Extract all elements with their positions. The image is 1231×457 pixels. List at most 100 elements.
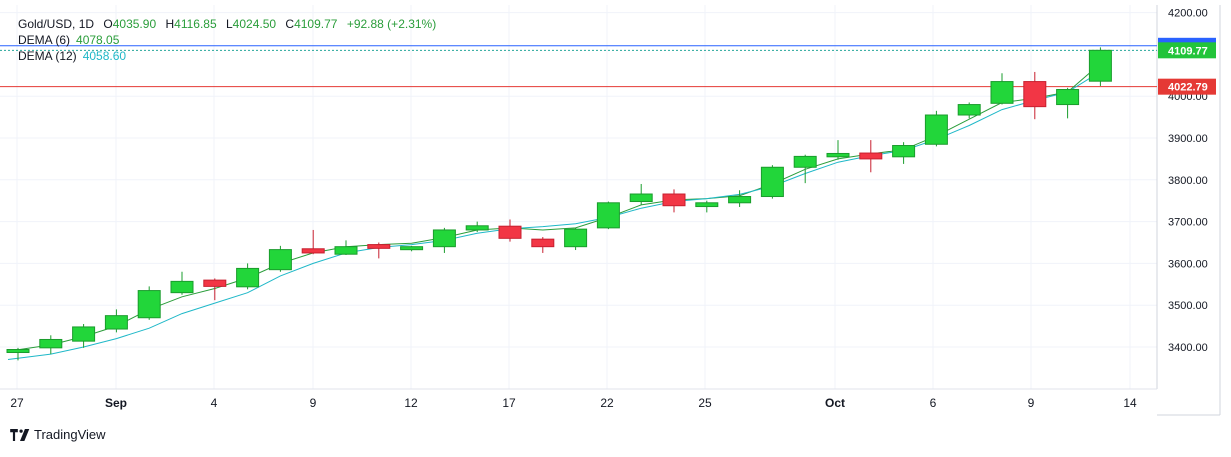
low-label: L [225,17,233,31]
candle-down[interactable] [203,278,227,301]
candle-up[interactable] [400,245,424,252]
candle-up[interactable] [432,227,456,253]
x-tick-label: 14 [1123,396,1137,410]
candle-body [564,228,588,248]
candles[interactable] [6,47,1112,361]
x-tick-label: 6 [930,396,937,410]
candle-up[interactable] [39,335,63,355]
dema6-row[interactable]: DEMA (6) 4078.05 [18,33,436,49]
candle-down[interactable] [859,140,883,173]
dema12-value: 4058.60 [82,49,127,63]
tradingview-logo-icon [10,428,30,441]
y-tick-label: 3400.00 [1168,342,1208,354]
open-value: 4035.90 [112,17,157,31]
candle-body [990,81,1014,104]
dema12-line [7,71,1101,360]
price-axis[interactable]: 4200.004000.003900.003800.003700.003600.… [1168,8,1208,354]
candle-down[interactable] [531,237,555,253]
candle-body [596,202,620,229]
support-price-label-box [1158,78,1216,95]
candle-up[interactable] [596,201,620,230]
candle-up[interactable] [137,286,161,320]
x-tick-label: Sep [105,396,127,410]
candle-body [793,155,817,168]
candle-up[interactable] [1088,47,1112,86]
candle-up[interactable] [760,165,784,199]
candle-body [104,315,128,330]
candle-down[interactable] [367,242,391,259]
candle-body [268,249,292,271]
x-tick-label: 12 [404,396,418,410]
candle-body [137,290,161,319]
close-value: 4109.77 [294,17,338,31]
candle-body [695,202,719,208]
candle-body [6,349,30,354]
candle-up[interactable] [924,110,948,147]
candle-body [498,225,522,239]
x-tick-label: 4 [211,396,218,410]
candle-body [957,104,981,116]
candle-body [826,152,850,158]
candle-body [531,238,555,248]
horizontal-lines[interactable] [0,45,1157,88]
candle-body [432,229,456,248]
grid [0,5,1157,389]
candle-body [728,196,752,204]
candle-up[interactable] [564,227,588,251]
brand-name: TradingView [34,427,106,442]
candle-body [1056,89,1080,106]
candle-up[interactable] [104,309,128,333]
candle-body [892,145,916,158]
candle-body [334,246,358,255]
last-price-label-box [1158,42,1216,59]
x-tick-label: 27 [10,396,24,410]
high-value: 4116.85 [174,17,217,31]
candle-up[interactable] [695,200,719,213]
candle-body [400,246,424,251]
dema6-value: 4078.05 [76,33,120,47]
candle-up[interactable] [1056,87,1080,119]
candle-down[interactable] [1023,71,1047,120]
candle-body [859,152,883,160]
candle-body [39,338,63,349]
x-tick-label: Oct [825,396,845,410]
y-tick-label: 3600.00 [1168,258,1208,270]
candle-up[interactable] [72,324,96,348]
candle-up[interactable] [465,221,489,233]
x-tick-label: 25 [698,396,712,410]
candle-up[interactable] [957,102,981,119]
candle-body [1088,49,1112,82]
candle-up[interactable] [629,183,653,205]
tradingview-brand[interactable]: TradingView [10,427,106,442]
candle-down[interactable] [662,189,686,213]
change-value: +92.88 (+2.31%) [346,17,437,31]
candle-up[interactable] [990,73,1014,105]
symbol-name[interactable]: Gold/USD [18,17,73,31]
candle-down[interactable] [301,229,325,255]
candle-body [629,193,653,203]
candle-body [1023,81,1047,108]
dema12-row[interactable]: DEMA (12) 4058.60 [18,49,436,65]
candle-up[interactable] [793,154,817,184]
dema6-label: DEMA (6) [18,33,71,47]
candle-up[interactable] [728,190,752,207]
candle-body [760,166,784,198]
low-value: 4024.50 [232,17,277,31]
candle-up[interactable] [826,140,850,160]
y-tick-label: 3900.00 [1168,133,1208,145]
candle-up[interactable] [6,347,30,361]
candle-up[interactable] [236,263,260,290]
time-axis[interactable]: 27 Sep 4 9 12 17 22 25 Oct 6 9 14 [10,396,1137,410]
candle-up[interactable] [170,271,194,295]
candle-up[interactable] [892,142,916,164]
x-tick-label: 9 [310,396,317,410]
candle-up[interactable] [268,245,292,272]
ohlc-row: Gold/USD, 1D O4035.90 H4116.85 L4024.50 … [18,17,437,31]
interval[interactable]: 1D [78,17,95,31]
close-label: C [285,17,295,31]
candle-down[interactable] [498,219,522,242]
candle-up[interactable] [334,240,358,256]
